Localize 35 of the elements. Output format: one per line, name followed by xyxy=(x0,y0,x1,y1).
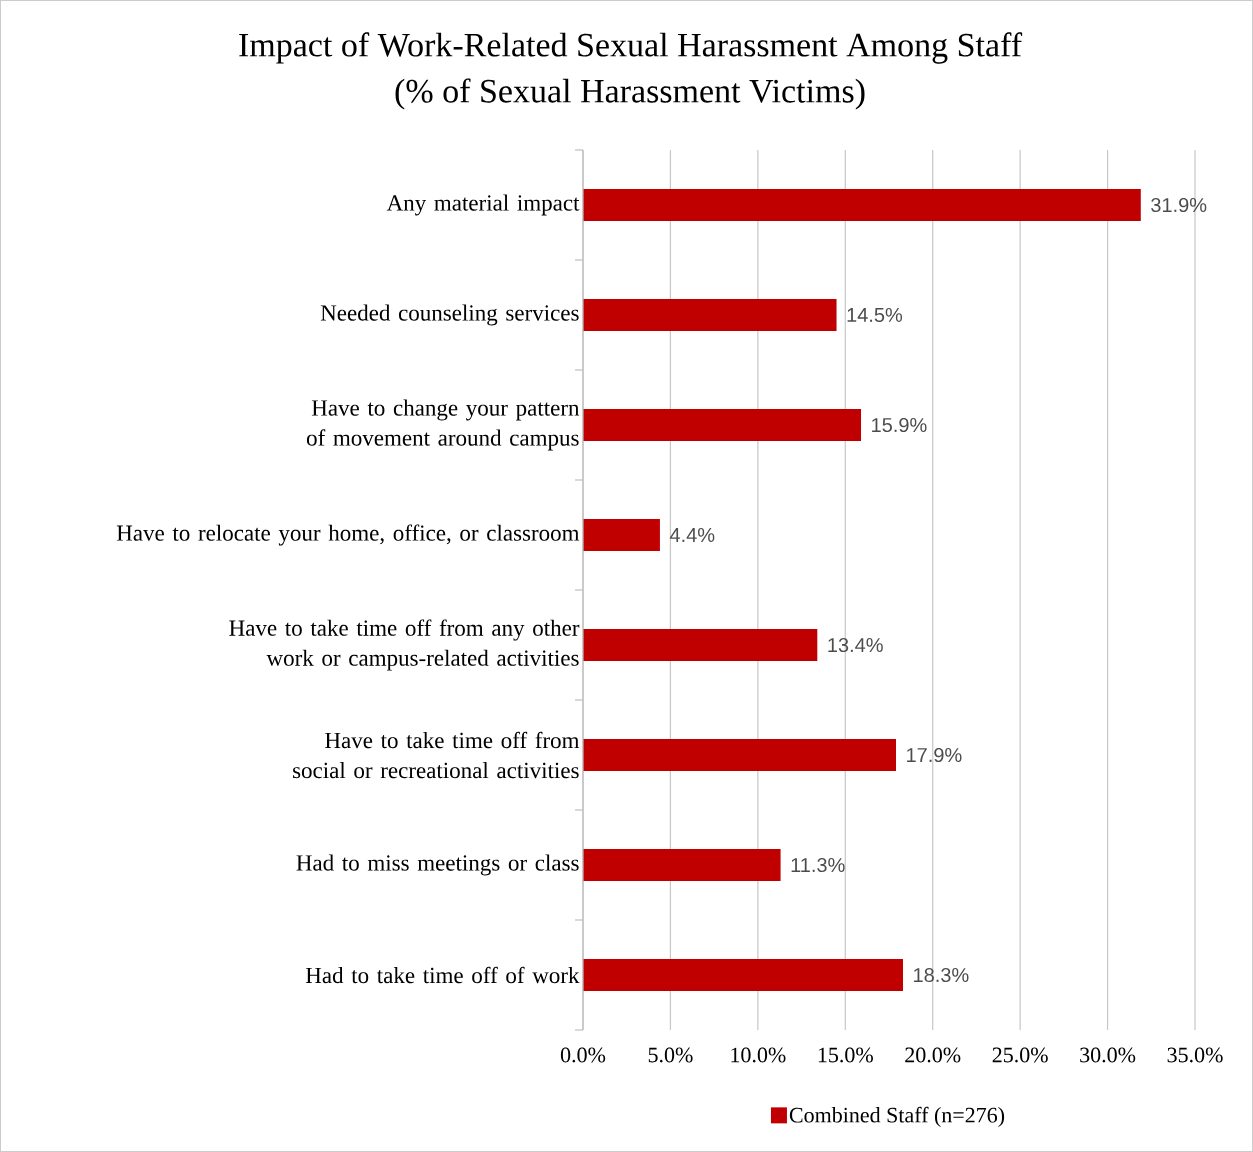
data-label: 4.4% xyxy=(669,528,715,542)
y-tick-label: Have to change your pattern of movement around campus xyxy=(306,399,580,451)
bar xyxy=(583,189,1141,221)
data-label: 11.3% xyxy=(791,857,845,873)
x-tick-label: 15.0% xyxy=(818,1047,873,1063)
data-label: 13.4% xyxy=(828,637,883,653)
x-tick-label: 0.0% xyxy=(560,1047,606,1063)
bar xyxy=(583,959,903,991)
x-tick-label: 20.0% xyxy=(905,1047,961,1063)
x-tick-label: 25.0% xyxy=(992,1047,1048,1063)
x-tick-label: 35.0% xyxy=(1167,1047,1223,1063)
bar xyxy=(583,519,660,551)
bar xyxy=(583,629,818,661)
y-tick-label: Have to relocate your home, office, or classroom xyxy=(116,524,580,546)
bar xyxy=(583,409,862,441)
chart-subtitle: (% of Sexual Harassment Victims) xyxy=(395,78,865,110)
bar xyxy=(583,849,781,881)
y-tick-label: Had to miss meetings or class xyxy=(296,854,579,876)
y-tick-label: Needed counseling services xyxy=(320,304,579,326)
x-tick-label: 30.0% xyxy=(1080,1047,1136,1063)
x-tick-label: 5.0% xyxy=(648,1047,693,1063)
data-label: 17.9% xyxy=(907,747,962,763)
y-tick-label: Any material impact xyxy=(386,194,580,216)
legend-label: Combined Staff (n=276) xyxy=(789,1106,1005,1128)
bar xyxy=(583,299,837,331)
data-label: 14.5% xyxy=(847,307,903,323)
data-label: 15.9% xyxy=(872,417,927,433)
x-tick-label: 10.0% xyxy=(731,1047,786,1063)
y-tick-label: Have to take time off from any other work or campus-related activities xyxy=(229,619,580,671)
bar xyxy=(583,739,896,771)
chart-title: Impact of Work-Related Sexual Harassment Among Staff xyxy=(239,32,1023,64)
y-tick-label: Have to take time off from social or recreational activities xyxy=(293,731,580,779)
data-label: 31.9% xyxy=(1151,197,1207,213)
data-label: 18.3% xyxy=(914,967,969,983)
y-tick-label: Had to take time off of work xyxy=(305,966,580,984)
